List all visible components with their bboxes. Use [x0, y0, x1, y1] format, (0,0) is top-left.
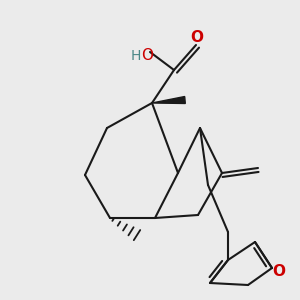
Text: O: O [272, 263, 286, 278]
Text: O: O [190, 29, 203, 44]
Text: O: O [141, 49, 153, 64]
Polygon shape [152, 97, 185, 104]
Text: H: H [131, 49, 141, 63]
